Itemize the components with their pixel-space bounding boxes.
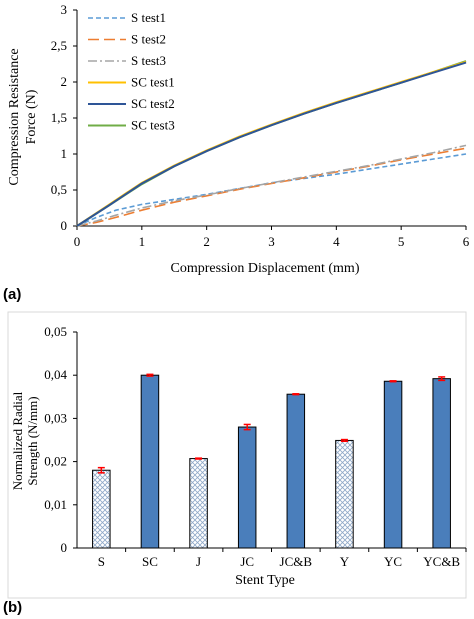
chart-a-y-axis-label-line2: Force (N) (24, 89, 39, 144)
chart-b-y-tick-label: 0,05 (44, 324, 67, 339)
chart-a-x-tick-label: 1 (139, 234, 146, 249)
bar-yc (383, 380, 403, 549)
chart-b-y-tick-label: 0,02 (44, 454, 67, 469)
chart-a-y-tick-label: 1 (61, 146, 68, 161)
chart-b-axes (73, 331, 467, 552)
bar-sc (140, 374, 160, 549)
chart-a-x-tick-label: 0 (74, 234, 81, 249)
chart-a-y-axis-label-line1: Compression Resistance (7, 48, 22, 185)
chart-b-y-tick-label: 0,03 (44, 410, 67, 425)
category-label-j: J (196, 554, 201, 569)
chart-a-y-tick-label: 0 (61, 218, 68, 233)
chart-a-y-tick-label: 0,5 (51, 182, 67, 197)
chart-b-bars (92, 373, 451, 549)
chart-b-frame (7, 311, 467, 599)
chart-a-series-lines (76, 60, 467, 227)
bar-yc-and-b (432, 378, 451, 549)
legend-label-s-test1: S test1 (131, 10, 166, 25)
category-label-jc-and-b: JC&B (280, 554, 313, 569)
chart-b-y-tick-label: 0,04 (44, 367, 67, 382)
chart-a-x-tick-label: 6 (463, 234, 470, 249)
chart-a-y-tick-label: 3 (61, 2, 68, 17)
bar-jc-and-b (286, 393, 306, 549)
panel-label-a: (a) (3, 286, 21, 303)
chart-b-x-axis-label: Stent Type (235, 573, 295, 588)
category-label-yc: YC (384, 554, 402, 569)
bar-y (335, 439, 354, 549)
panel-label-b: (b) (3, 599, 22, 616)
category-label-yc-and-b: YC&B (423, 554, 460, 569)
bar-jc (237, 426, 257, 549)
chart-b-y-axis-label-line1: Normalized Radial (10, 391, 25, 490)
chart-a-legend: S test1 S test2 S test3 SC test1 SC test2 SC … (88, 10, 175, 133)
series-line-sc-test2 (76, 61, 467, 227)
chart-b-y-tick-label: 0,01 (44, 497, 67, 512)
category-label-s: S (98, 554, 105, 569)
chart-b-y-tick-label: 0 (61, 540, 68, 555)
bar-s (92, 469, 111, 549)
legend-label-sc-test3: SC test3 (131, 118, 175, 133)
series-line-s-test3 (76, 144, 467, 227)
chart-a-y-tick-label: 2 (61, 74, 68, 89)
legend-label-sc-test2: SC test2 (131, 96, 175, 111)
category-label-jc: JC (240, 554, 254, 569)
chart-a-x-tick-label: 3 (268, 234, 275, 249)
chart-a-x-axis-label: Compression Displacement (mm) (171, 261, 360, 276)
chart-a-y-tick-label: 2,5 (51, 38, 67, 53)
bar-j (189, 458, 208, 549)
series-line-s-test1 (76, 153, 467, 227)
chart-a-y-tick-label: 1,5 (51, 110, 67, 125)
chart-a-axes (73, 9, 467, 230)
chart-a-tick-labels: 0 1 2 3 4 5 6 0 0,5 1 1,5 2 2,5 3 (51, 2, 470, 249)
legend-label-s-test3: S test3 (131, 53, 166, 68)
chart-b-y-axis-label-line2: Strength (N/mm) (25, 396, 40, 485)
chart-a-x-tick-label: 2 (203, 234, 210, 249)
chart-a-x-tick-label: 5 (398, 234, 405, 249)
category-label-y: Y (340, 554, 350, 569)
chart-a-x-tick-label: 4 (333, 234, 340, 249)
legend-label-s-test2: S test2 (131, 32, 166, 47)
category-label-sc: SC (142, 554, 158, 569)
legend-label-sc-test1: SC test1 (131, 75, 175, 90)
chart-b-tick-labels: 0 0,01 0,02 0,03 0,04 0,05 S SC J JC JC&B Y YC YC&B (44, 324, 460, 569)
chart-b: 0 0,01 0,02 0,03 0,04 0,05 S SC J JC JC&B Y YC YC&B S… (7, 311, 467, 599)
